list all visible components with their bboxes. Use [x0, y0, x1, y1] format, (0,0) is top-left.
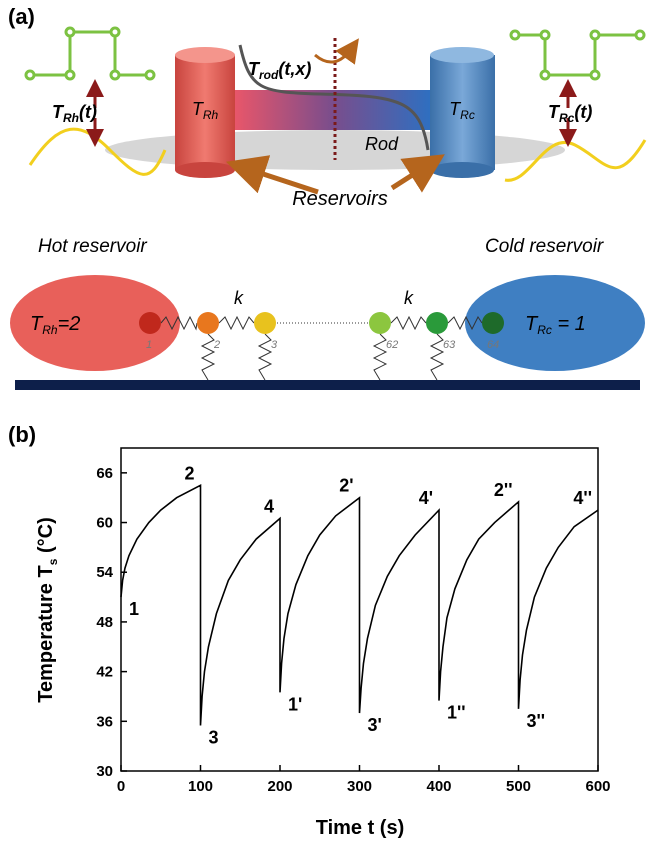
line — [121, 485, 598, 725]
sub: Rh — [63, 111, 79, 125]
y-tick-label: 42 — [96, 664, 113, 681]
sub: Rc — [460, 108, 475, 122]
x-axis-title: Time t (s) — [316, 817, 405, 839]
x-tick-label: 300 — [347, 778, 372, 795]
point-label: 4' — [419, 488, 433, 508]
particle-label: 1 — [146, 339, 152, 351]
x-tick-label: 500 — [506, 778, 531, 795]
particle-label: 62 — [386, 339, 398, 351]
y-tick-label: 60 — [96, 515, 113, 532]
point-label: 1 — [129, 599, 139, 619]
point-label: 3 — [209, 727, 219, 747]
particle-label: 63 — [443, 339, 456, 351]
point-label: 2 — [184, 463, 194, 483]
sub: Rc — [559, 111, 575, 125]
y-tick-label: 54 — [96, 564, 113, 581]
point-label: 4'' — [573, 488, 592, 508]
sub: Rh — [42, 323, 58, 337]
coupling-label: k — [404, 288, 414, 308]
t: (t) — [574, 102, 592, 122]
y-tick-label: 36 — [96, 713, 113, 730]
x-tick-label: 0 — [117, 778, 125, 795]
t: (t,x) — [278, 59, 311, 79]
signal-label: TRc(t) — [548, 102, 592, 125]
t: =2 — [58, 313, 81, 335]
y-tick-label: 66 — [96, 465, 113, 482]
particle-label: 64 — [487, 339, 499, 351]
t: (t) — [79, 102, 97, 122]
x-tick-label: 400 — [426, 778, 451, 795]
square-wave-right — [511, 31, 644, 79]
y-axis-title: Temperature Ts (°C) — [35, 517, 60, 702]
rod-temperature: Trod(t,x) — [248, 59, 311, 82]
reservoirs-label: Reservoirs — [292, 188, 388, 210]
point-label: 2' — [339, 476, 353, 496]
panel-label: (b) — [8, 422, 36, 447]
figure: (a) TRh(t) TRc(t) TRh TRc Trod(t,x) Rod … — [0, 0, 653, 845]
point-label: 1' — [288, 694, 302, 714]
x-tick-label: 600 — [585, 778, 610, 795]
particles — [139, 312, 504, 334]
cold-value: TRc = 1 — [525, 313, 586, 337]
particle-label: 2 — [213, 339, 220, 351]
point-label: 2'' — [494, 480, 513, 500]
rod-label: Rod — [365, 134, 399, 154]
point-label: 3'' — [527, 711, 546, 731]
coupling-label: k — [234, 288, 244, 308]
signal-label: TRh(t) — [52, 102, 97, 125]
point-label: 1'' — [447, 703, 466, 723]
t: (°C) — [35, 517, 57, 558]
page: (a) TRh(t) TRc(t) TRh TRc Trod(t,x) Rod … — [0, 0, 653, 845]
cold-reservoir-label: Cold reservoir — [485, 236, 604, 257]
t: Temperature T — [35, 565, 57, 702]
y-tick-label: 30 — [96, 763, 113, 780]
sub: Rc — [537, 323, 552, 337]
base — [15, 380, 640, 390]
rod — [235, 90, 430, 130]
square-wave-left — [26, 28, 154, 79]
y-tick-label: 48 — [96, 614, 113, 631]
point-label: 3' — [368, 715, 382, 735]
t: = 1 — [552, 313, 586, 335]
sub: Rh — [203, 108, 219, 122]
panel-label: (a) — [8, 4, 35, 29]
point-label: 4 — [264, 496, 274, 516]
x-tick-label: 200 — [267, 778, 292, 795]
sub: rod — [259, 68, 279, 82]
hot-reservoir-label: Hot reservoir — [38, 236, 147, 257]
particle-label: 3 — [271, 339, 278, 351]
x-tick-label: 100 — [188, 778, 213, 795]
